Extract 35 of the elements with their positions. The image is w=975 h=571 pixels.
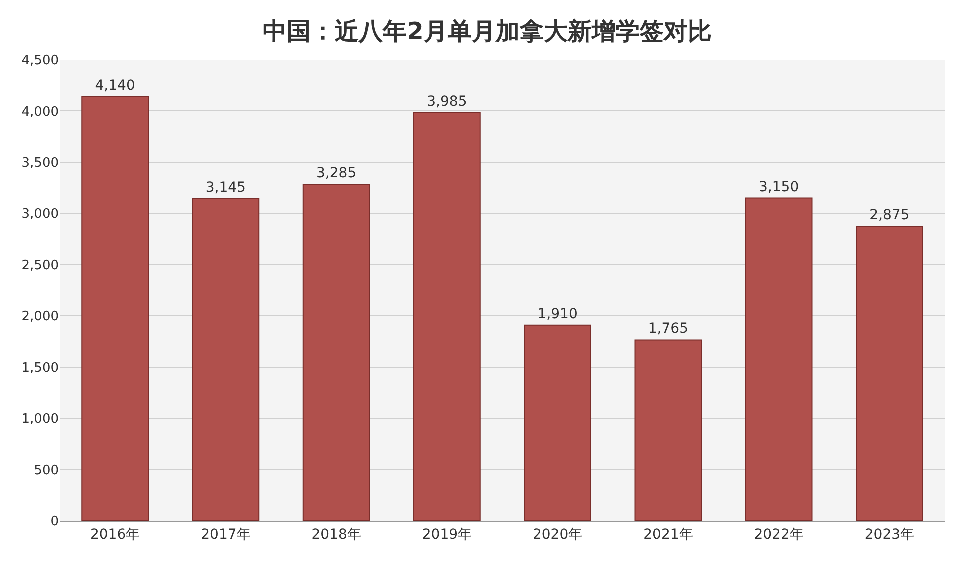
x-tick-label: 2022年	[754, 526, 804, 543]
data-label: 3,985	[427, 94, 468, 110]
y-tick-label: 4,500	[22, 54, 59, 69]
data-label: 3,285	[316, 165, 357, 182]
x-tick-label: 2021年	[644, 526, 694, 543]
bar	[856, 226, 924, 521]
y-tick-label: 3,000	[22, 207, 59, 222]
bar	[302, 184, 370, 521]
data-label: 2,875	[870, 207, 910, 224]
data-label: 4,140	[95, 78, 136, 94]
bar	[82, 96, 149, 521]
x-tick-label: 2019年	[422, 526, 472, 543]
data-label: 3,145	[206, 180, 246, 196]
x-tick-label: 2017年	[201, 526, 251, 543]
bar	[192, 198, 260, 521]
y-tick-label: 2,000	[22, 310, 59, 325]
y-tick-label: 1,000	[22, 412, 59, 428]
bar	[524, 324, 592, 521]
x-tick-label: 2018年	[312, 526, 362, 543]
data-label: 1,765	[648, 321, 688, 338]
y-tick-label: 500	[34, 463, 59, 478]
y-tick-label: 3,500	[22, 156, 59, 171]
chart-title: 中国：近八年2月单月加拿大新增学签对比	[263, 18, 712, 46]
y-tick-label: 0	[50, 514, 59, 530]
y-tick-label: 4,000	[22, 104, 59, 120]
x-tick-label: 2016年	[90, 526, 140, 543]
x-tick-label: 2023年	[864, 526, 915, 543]
data-label: 3,150	[759, 179, 800, 196]
data-label: 1,910	[538, 306, 578, 322]
bar	[414, 112, 481, 521]
y-tick-label: 1,500	[22, 360, 59, 376]
y-tick-label: 2,500	[22, 258, 59, 274]
bar	[745, 198, 813, 521]
bar	[634, 340, 702, 521]
x-tick-label: 2020年	[532, 526, 583, 543]
